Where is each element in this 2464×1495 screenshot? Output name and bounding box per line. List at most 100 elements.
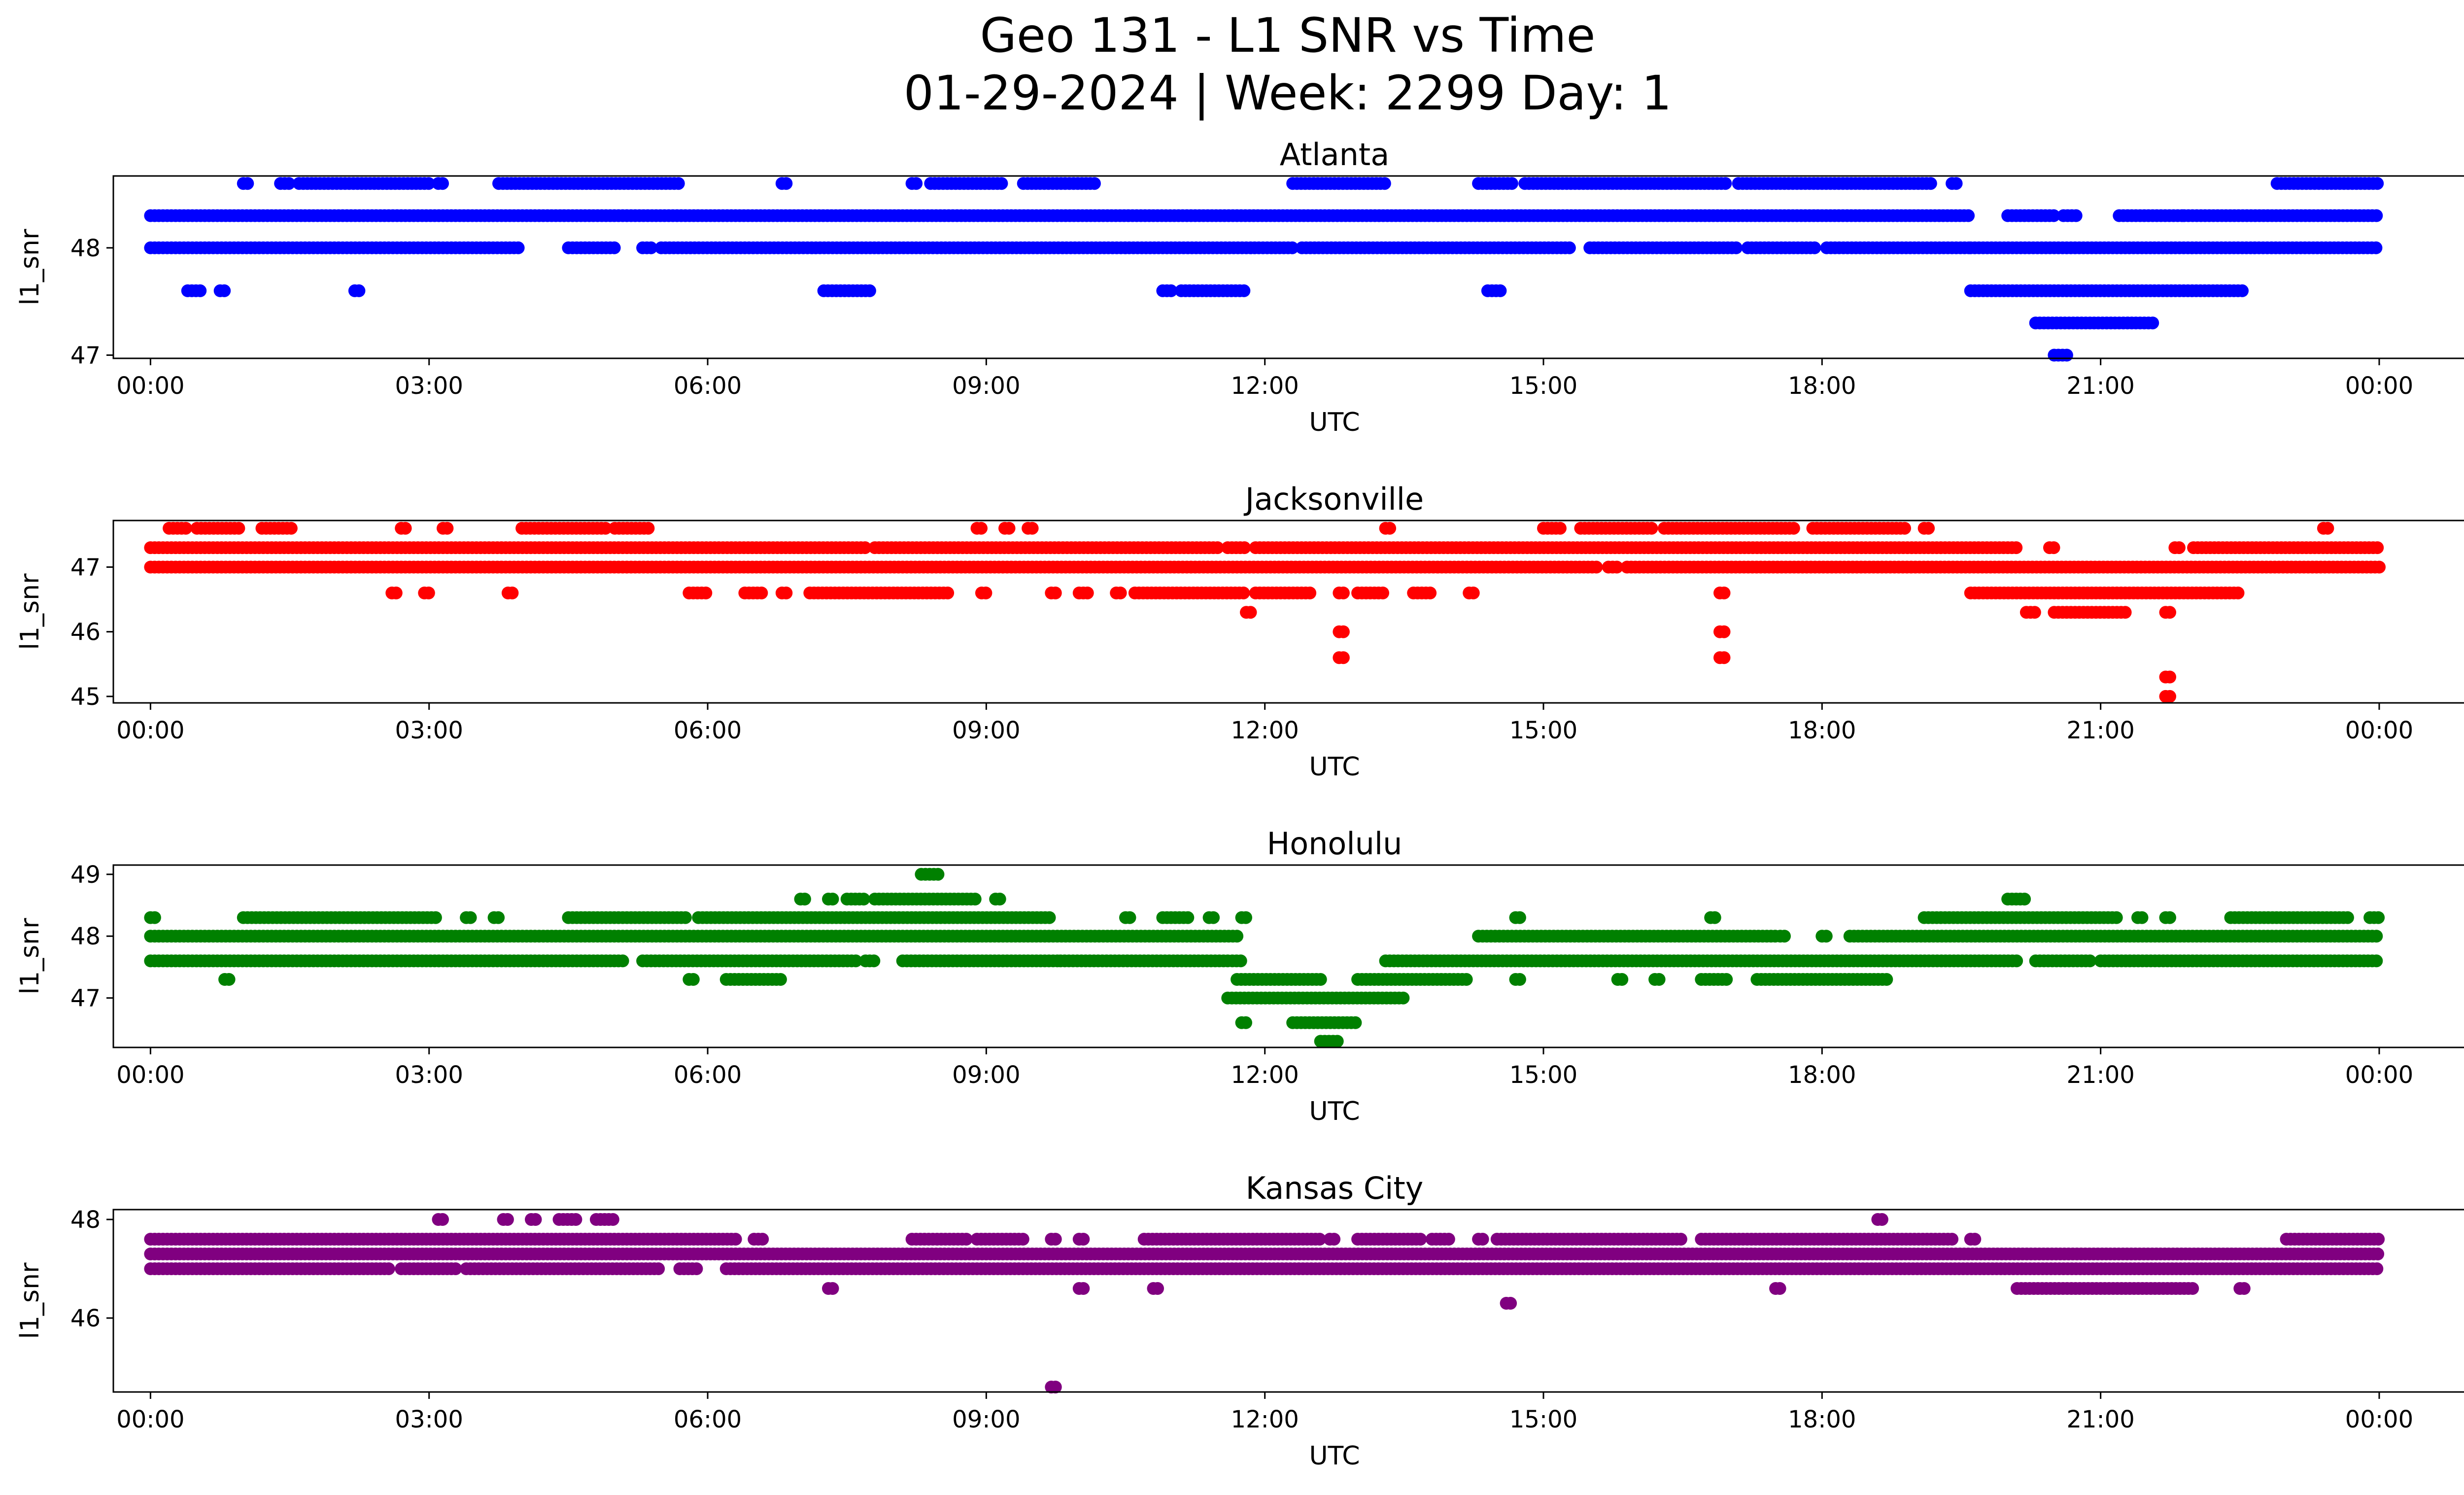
data-point — [1207, 911, 1220, 924]
data-point — [2373, 560, 2386, 574]
x-tick-label: 21:00 — [2066, 1061, 2134, 1089]
data-point — [2371, 541, 2384, 555]
data-point — [1231, 930, 1244, 943]
data-point — [1211, 541, 1224, 555]
data-point — [1123, 911, 1136, 924]
data-point — [2047, 209, 2060, 222]
data-point — [1717, 587, 1731, 599]
figure-title-line1: Geo 131 - L1 SNR vs Time — [980, 8, 1596, 63]
data-point — [1397, 991, 1410, 1005]
axes-frame — [112, 175, 2464, 359]
x-tick-label: 09:00 — [952, 717, 1020, 744]
data-point — [798, 893, 811, 905]
data-point — [1234, 954, 1247, 968]
data-point — [2371, 177, 2384, 190]
data-point — [1962, 209, 1975, 222]
data-point — [1513, 973, 1526, 986]
data-points — [144, 522, 2386, 703]
data-point — [441, 522, 454, 535]
x-tick-label: 15:00 — [1509, 717, 1577, 744]
data-point — [1553, 522, 1567, 535]
data-point — [1730, 241, 1743, 254]
data-point — [1336, 625, 1350, 638]
data-point — [389, 587, 403, 599]
data-point — [2370, 930, 2383, 943]
data-point — [2236, 284, 2249, 297]
x-tick-label: 06:00 — [674, 1061, 742, 1089]
data-point — [931, 868, 945, 881]
data-point — [1081, 587, 1094, 599]
x-tick-label: 03:00 — [395, 717, 463, 744]
x-tick-label: 09:00 — [952, 1061, 1020, 1089]
data-point — [699, 587, 713, 599]
data-point — [863, 284, 876, 297]
data-point — [1708, 911, 1721, 924]
data-point — [975, 522, 988, 535]
data-point — [780, 587, 793, 599]
data-point — [672, 177, 685, 190]
data-point — [2028, 606, 2041, 619]
data-point — [1950, 177, 1963, 190]
x-tick-label: 12:00 — [1231, 372, 1299, 400]
x-tick-label: 21:00 — [2066, 372, 2134, 400]
y-tick-label: 47 — [70, 342, 101, 369]
data-point — [1898, 522, 1911, 535]
data-point — [608, 241, 621, 254]
x-axis-label: UTC — [1309, 752, 1360, 782]
data-point — [1026, 522, 1039, 535]
data-point — [1442, 1233, 1455, 1246]
data-point — [1652, 973, 1666, 986]
data-point — [2010, 954, 2023, 968]
x-tick-label: 00:00 — [116, 717, 184, 744]
data-point — [436, 177, 449, 190]
data-point — [179, 522, 192, 535]
data-point — [2341, 911, 2354, 924]
y-axis-label: l1_snr — [15, 229, 45, 306]
y-tick-label: 45 — [70, 683, 101, 711]
data-point — [1383, 522, 1397, 535]
y-tick-label: 47 — [70, 554, 101, 581]
data-point — [729, 1233, 742, 1246]
data-point — [2172, 541, 2186, 555]
x-tick-label: 18:00 — [1788, 372, 1856, 400]
subplot-title: Kansas City — [1246, 1170, 1424, 1206]
data-point — [2069, 209, 2083, 222]
data-point — [422, 177, 435, 190]
x-tick-label: 00:00 — [116, 372, 184, 400]
data-point — [1719, 177, 1732, 190]
data-point — [2372, 1233, 2385, 1246]
data-point — [1717, 625, 1731, 638]
data-point — [1328, 1233, 1341, 1246]
subplot-title: Honolulu — [1267, 826, 1403, 862]
data-point — [679, 911, 692, 924]
data-point — [857, 893, 870, 905]
data-point — [826, 893, 839, 905]
data-point — [218, 284, 231, 297]
x-tick-label: 00:00 — [116, 1061, 184, 1089]
x-tick-label: 18:00 — [1788, 717, 1856, 744]
data-point — [284, 522, 298, 535]
y-axis-label: l1_snr — [15, 573, 45, 650]
data-point — [1376, 587, 1389, 599]
data-point — [910, 177, 923, 190]
data-point — [1077, 1233, 1090, 1246]
data-point — [2047, 541, 2060, 555]
data-point — [1314, 973, 1327, 986]
data-point — [1237, 587, 1250, 599]
data-point — [645, 241, 658, 254]
data-point — [1922, 522, 1935, 535]
x-tick-label: 15:00 — [1509, 372, 1577, 400]
data-point — [1494, 284, 1507, 297]
data-point — [1043, 911, 1056, 924]
data-point — [756, 1233, 769, 1246]
data-point — [941, 587, 955, 599]
data-point — [1505, 177, 1518, 190]
data-point — [1787, 522, 1800, 535]
x-tick-label: 06:00 — [674, 372, 742, 400]
data-point — [464, 911, 477, 924]
data-point — [2231, 587, 2245, 599]
data-point — [979, 587, 992, 599]
data-point — [1114, 587, 1127, 599]
data-point — [1590, 560, 1603, 574]
